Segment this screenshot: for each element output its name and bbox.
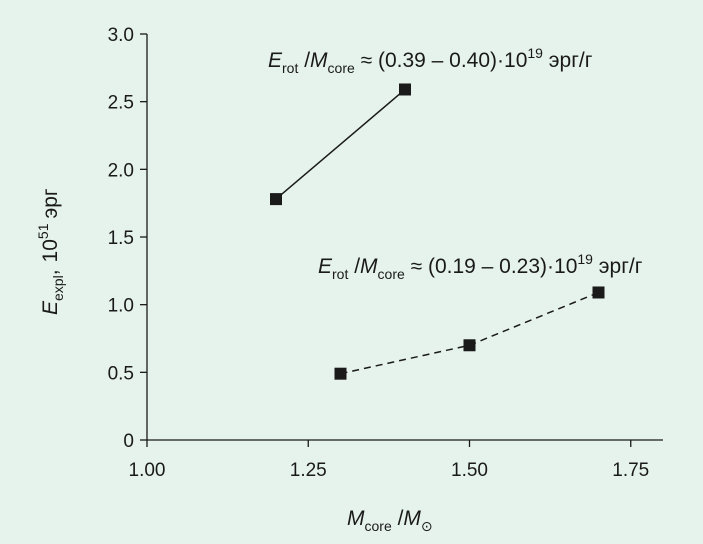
point-low-rotation-1 [463, 339, 476, 352]
x-tick-label-0: 1.00 [129, 460, 166, 481]
series-layer [270, 83, 605, 380]
y-tick-label-2: 1.0 [108, 296, 134, 317]
y-tick-label-1: 0.5 [108, 363, 134, 384]
point-low-rotation-2 [592, 286, 605, 299]
y-tick-label-6: 3.0 [108, 25, 134, 46]
point-high-rotation-0 [270, 193, 282, 206]
y-tick-label-0: 0 [123, 431, 134, 452]
y-axis-title: Eexpl,1051эрг [35, 188, 66, 315]
series-line-high-rotation [275, 88, 406, 200]
y-tick-label-4: 2.0 [108, 160, 134, 181]
x-tick-label-3: 1.75 [612, 460, 649, 481]
annotation-high-rotation: Erot /Mcore ≈ (0.39 – 0.40)·1019 эрг/г [268, 45, 593, 76]
x-tick-label-2: 1.50 [451, 460, 488, 481]
ticks: 0 0.5 1.0 1.5 2.0 2.5 3.0 1.00 1.25 1.50 1.75 [108, 25, 650, 481]
point-low-rotation-0 [334, 367, 347, 380]
x-axis-title: Mcore /M⊙ [347, 507, 433, 534]
y-tick-label-3: 1.5 [108, 228, 134, 249]
x-tick-label-1: 1.25 [290, 460, 327, 481]
point-high-rotation-1 [399, 83, 411, 96]
series-line-low-rotation [340, 291, 599, 375]
annotation-low-rotation: Erot /Mcore ≈ (0.19 – 0.23)·1019 эрг/г [318, 251, 643, 282]
y-tick-label-5: 2.5 [108, 93, 134, 114]
